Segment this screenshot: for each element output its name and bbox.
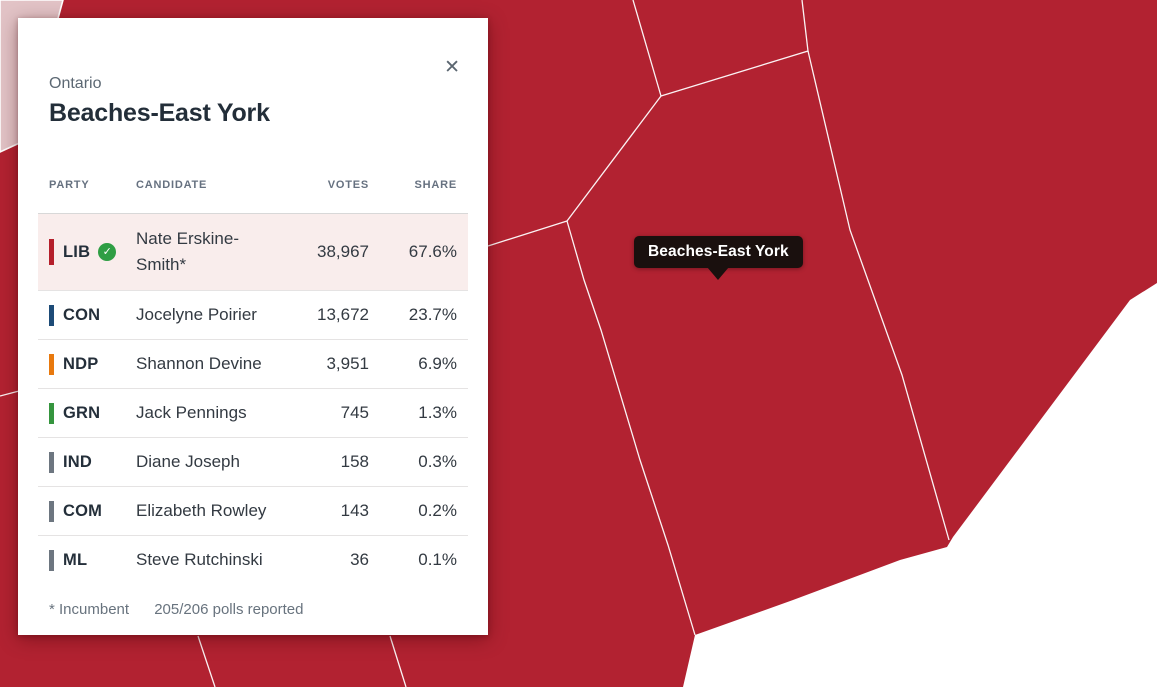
- header-candidate: CANDIDATE: [136, 179, 208, 191]
- party-color-bar: [49, 304, 54, 326]
- party-color-bar: [49, 500, 54, 522]
- header-share: SHARE: [414, 179, 457, 191]
- riding-results-panel: ✕ Ontario Beaches-East York PARTY CANDID…: [18, 18, 488, 635]
- party-code: CON: [63, 305, 101, 324]
- table-row: LIB ✓ Nate Erskine-Smith* 38,967 67.6%: [38, 214, 468, 291]
- party-code: GRN: [63, 403, 101, 422]
- party-color-bar: [49, 353, 54, 375]
- table-row: GRN Jack Pennings 745 1.3%: [38, 389, 468, 438]
- share-value: 23.7%: [408, 305, 457, 324]
- share-value: 0.3%: [418, 452, 457, 471]
- share-value: 6.9%: [418, 354, 457, 373]
- boundary-line: [389, 635, 407, 687]
- share-value: 0.2%: [418, 501, 457, 520]
- party-cell: NDP: [49, 353, 136, 375]
- candidate-name: Nate Erskine-Smith*: [136, 229, 239, 274]
- share-value: 0.1%: [418, 550, 457, 569]
- candidate-name: Jocelyne Poirier: [136, 305, 257, 324]
- candidate-name: Diane Joseph: [136, 452, 240, 471]
- candidate-name: Elizabeth Rowley: [136, 501, 267, 520]
- map-tooltip-label: Beaches-East York: [648, 243, 789, 260]
- elected-check-icon: ✓: [98, 243, 117, 261]
- party-cell: GRN: [49, 402, 136, 424]
- map-tooltip: Beaches-East York: [634, 236, 803, 280]
- candidate-name: Steve Rutchinski: [136, 550, 263, 569]
- province-label: Ontario: [49, 75, 102, 92]
- party-cell: IND: [49, 451, 136, 473]
- boundary-line: [566, 95, 662, 222]
- party-color-bar: [49, 451, 54, 473]
- party-code: NDP: [63, 354, 99, 373]
- votes-value: 36: [350, 550, 369, 569]
- votes-value: 158: [340, 452, 369, 471]
- header-party: PARTY: [49, 179, 90, 191]
- boundary-line: [566, 220, 696, 636]
- votes-value: 13,672: [317, 305, 369, 324]
- candidate-name: Shannon Devine: [136, 354, 262, 373]
- map-tooltip-arrow: [707, 267, 730, 280]
- candidate-name: Jack Pennings: [136, 403, 247, 422]
- table-header-row: PARTY CANDIDATE VOTES SHARE: [38, 177, 468, 214]
- party-cell: CON: [49, 304, 136, 326]
- boundary-line: [197, 635, 216, 687]
- table-row: NDP Shannon Devine 3,951 6.9%: [38, 340, 468, 389]
- party-cell: LIB ✓: [49, 239, 136, 265]
- table-footnotes: * Incumbent 205/206 polls reported: [49, 601, 457, 618]
- boundary-line: [0, 390, 20, 397]
- table-row: CON Jocelyne Poirier 13,672 23.7%: [38, 291, 468, 340]
- share-value: 67.6%: [408, 242, 457, 261]
- party-code: LIB: [63, 242, 91, 261]
- party-color-bar: [49, 402, 54, 424]
- close-icon[interactable]: ✕: [440, 54, 464, 81]
- party-code: COM: [63, 501, 103, 520]
- votes-value: 143: [340, 501, 369, 520]
- party-code: IND: [63, 452, 93, 471]
- incumbent-footnote: * Incumbent: [49, 601, 130, 618]
- share-value: 1.3%: [418, 403, 457, 422]
- party-color-bar: [49, 239, 54, 265]
- table-row: ML Steve Rutchinski 36 0.1%: [38, 536, 468, 584]
- boundary-line: [487, 220, 568, 247]
- votes-value: 38,967: [317, 242, 369, 261]
- votes-value: 3,951: [326, 354, 369, 373]
- polls-reported: 205/206 polls reported: [154, 601, 304, 618]
- party-color-bar: [49, 549, 54, 571]
- party-cell: ML: [49, 549, 136, 571]
- votes-value: 745: [340, 403, 369, 422]
- party-code: ML: [63, 550, 88, 569]
- boundary-line: [632, 0, 662, 97]
- party-cell: COM: [49, 500, 136, 522]
- boundary-line: [807, 50, 950, 541]
- results-table: PARTY CANDIDATE VOTES SHARE LIB ✓ Nate E…: [38, 177, 468, 584]
- riding-title: Beaches-East York: [49, 99, 270, 127]
- riding-boundaries: [0, 0, 949, 687]
- table-row: IND Diane Joseph 158 0.3%: [38, 438, 468, 487]
- header-votes: VOTES: [327, 179, 369, 191]
- table-row: COM Elizabeth Rowley 143 0.2%: [38, 487, 468, 536]
